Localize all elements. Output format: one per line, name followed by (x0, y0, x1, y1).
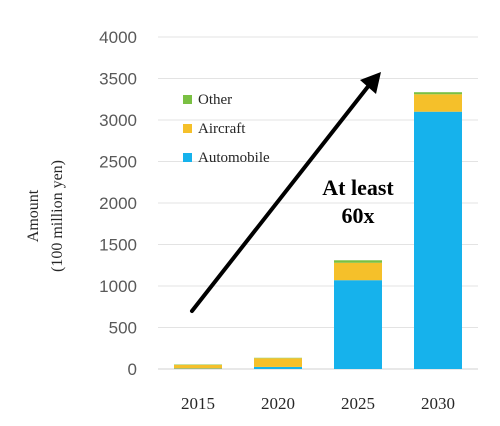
y-axis-ticks: 0 500 1000 1500 2000 2500 3000 3500 4000 (99, 28, 137, 379)
x-tick-label: 2015 (181, 394, 215, 413)
x-tick-label: 2025 (341, 394, 375, 413)
bar-other-2030 (414, 92, 462, 95)
bars (174, 92, 462, 369)
y-tick-label: 3000 (99, 111, 137, 130)
legend-swatch-aircraft (183, 124, 192, 133)
x-axis-ticks: 2015 2020 2025 2030 (181, 394, 455, 413)
y-axis-label-line1: Amount (25, 189, 42, 242)
y-tick-label: 500 (109, 319, 137, 338)
y-tick-label: 1000 (99, 277, 137, 296)
x-tick-label: 2030 (421, 394, 455, 413)
annotation-line2: 60x (342, 203, 375, 228)
legend-label-other: Other (198, 92, 232, 108)
legend: Other Aircraft Automobile (183, 92, 270, 166)
bar-aircraft-2030 (414, 94, 462, 112)
y-tick-label: 3500 (99, 70, 137, 89)
y-axis-label-line2: (100 million yen) (49, 160, 66, 272)
bar-automobile-2020 (254, 366, 302, 369)
y-tick-label: 2000 (99, 194, 137, 213)
growth-arrow-line (190, 82, 372, 313)
bar-aircraft-2015 (174, 364, 222, 369)
annotation-line1: At least (322, 175, 394, 200)
y-tick-label: 2500 (99, 153, 137, 172)
x-tick-label: 2020 (261, 394, 295, 413)
y-tick-label: 1500 (99, 236, 137, 255)
bar-other-2025 (334, 260, 382, 263)
y-tick-label: 0 (128, 360, 137, 379)
growth-arrow (190, 72, 381, 313)
bar-automobile-2030 (414, 111, 462, 369)
bar-aircraft-2020 (254, 358, 302, 367)
legend-swatch-other (183, 95, 192, 104)
bar-aircraft-2025 (334, 262, 382, 281)
legend-label-aircraft: Aircraft (198, 121, 246, 137)
growth-arrow-head (360, 72, 381, 94)
y-tick-label: 4000 (99, 28, 137, 47)
legend-label-automobile: Automobile (198, 150, 270, 166)
legend-swatch-automobile (183, 153, 192, 162)
bar-automobile-2025 (334, 280, 382, 369)
